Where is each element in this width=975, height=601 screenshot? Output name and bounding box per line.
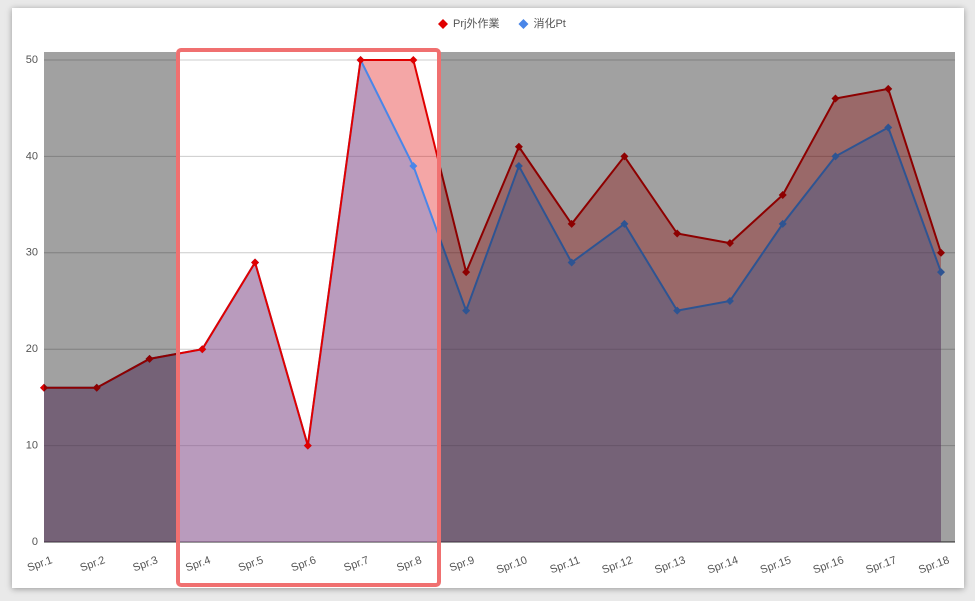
marker [567,258,576,267]
x-tick-label: Spr.10 [495,554,529,576]
marker [92,383,101,392]
legend-label: 消化Pt [533,16,565,30]
x-tick-label: Spr.5 [237,554,265,574]
marker [145,354,154,363]
highlight-box [176,48,441,587]
legend-label: Prj外作業 [453,17,499,30]
area [44,60,941,542]
marker [356,56,365,64]
marker [884,84,893,93]
marker [251,258,260,267]
marker [514,162,523,171]
marker [620,152,629,161]
marker [514,142,523,151]
marker [937,248,945,257]
marker [673,229,682,238]
marker [831,152,840,161]
marker [778,219,787,228]
x-tick-label: Spr.15 [759,554,793,576]
y-tick-label: 50 [26,54,38,66]
x-tick-label: Spr.16 [811,554,845,576]
marker [831,94,840,103]
area [44,60,941,542]
marker [620,219,629,228]
x-tick-label: Spr.6 [290,554,318,574]
marker [303,441,312,450]
y-tick-label: 40 [26,150,38,162]
x-tick-label: Spr.17 [864,554,898,576]
x-tick-label: Spr.12 [600,554,634,576]
marker [409,162,418,171]
marker [725,239,734,248]
marker [567,219,576,228]
x-tick-label: Spr.4 [184,554,212,574]
x-tick-label: Spr.3 [131,554,159,574]
y-tick-label: 0 [32,536,38,548]
marker [198,345,207,354]
y-tick-label: 30 [26,247,38,259]
marker [462,268,471,277]
y-tick-label: 10 [26,440,38,452]
x-tick-label: Spr.11 [548,554,581,576]
x-tick-label: Spr.7 [342,554,370,574]
x-tick-label: Spr.13 [653,554,687,576]
x-tick-label: Spr.9 [448,554,476,574]
marker [462,306,471,315]
marker [673,306,682,315]
marker [778,190,787,199]
x-tick-label: Spr.8 [395,554,423,574]
line [44,59,942,446]
card [12,8,964,588]
y-tick-label: 20 [26,343,38,355]
x-tick-label: Spr.18 [917,554,951,576]
marker [884,123,893,132]
x-tick-label: Spr.14 [706,554,740,576]
x-tick-label: Spr.2 [79,554,107,574]
marker [409,56,418,64]
legend-marker [518,19,529,29]
marker [937,268,945,277]
legend-marker [438,19,448,29]
x-tick-label: Spr.1 [26,554,54,574]
marker [40,383,48,392]
marker [725,297,734,305]
